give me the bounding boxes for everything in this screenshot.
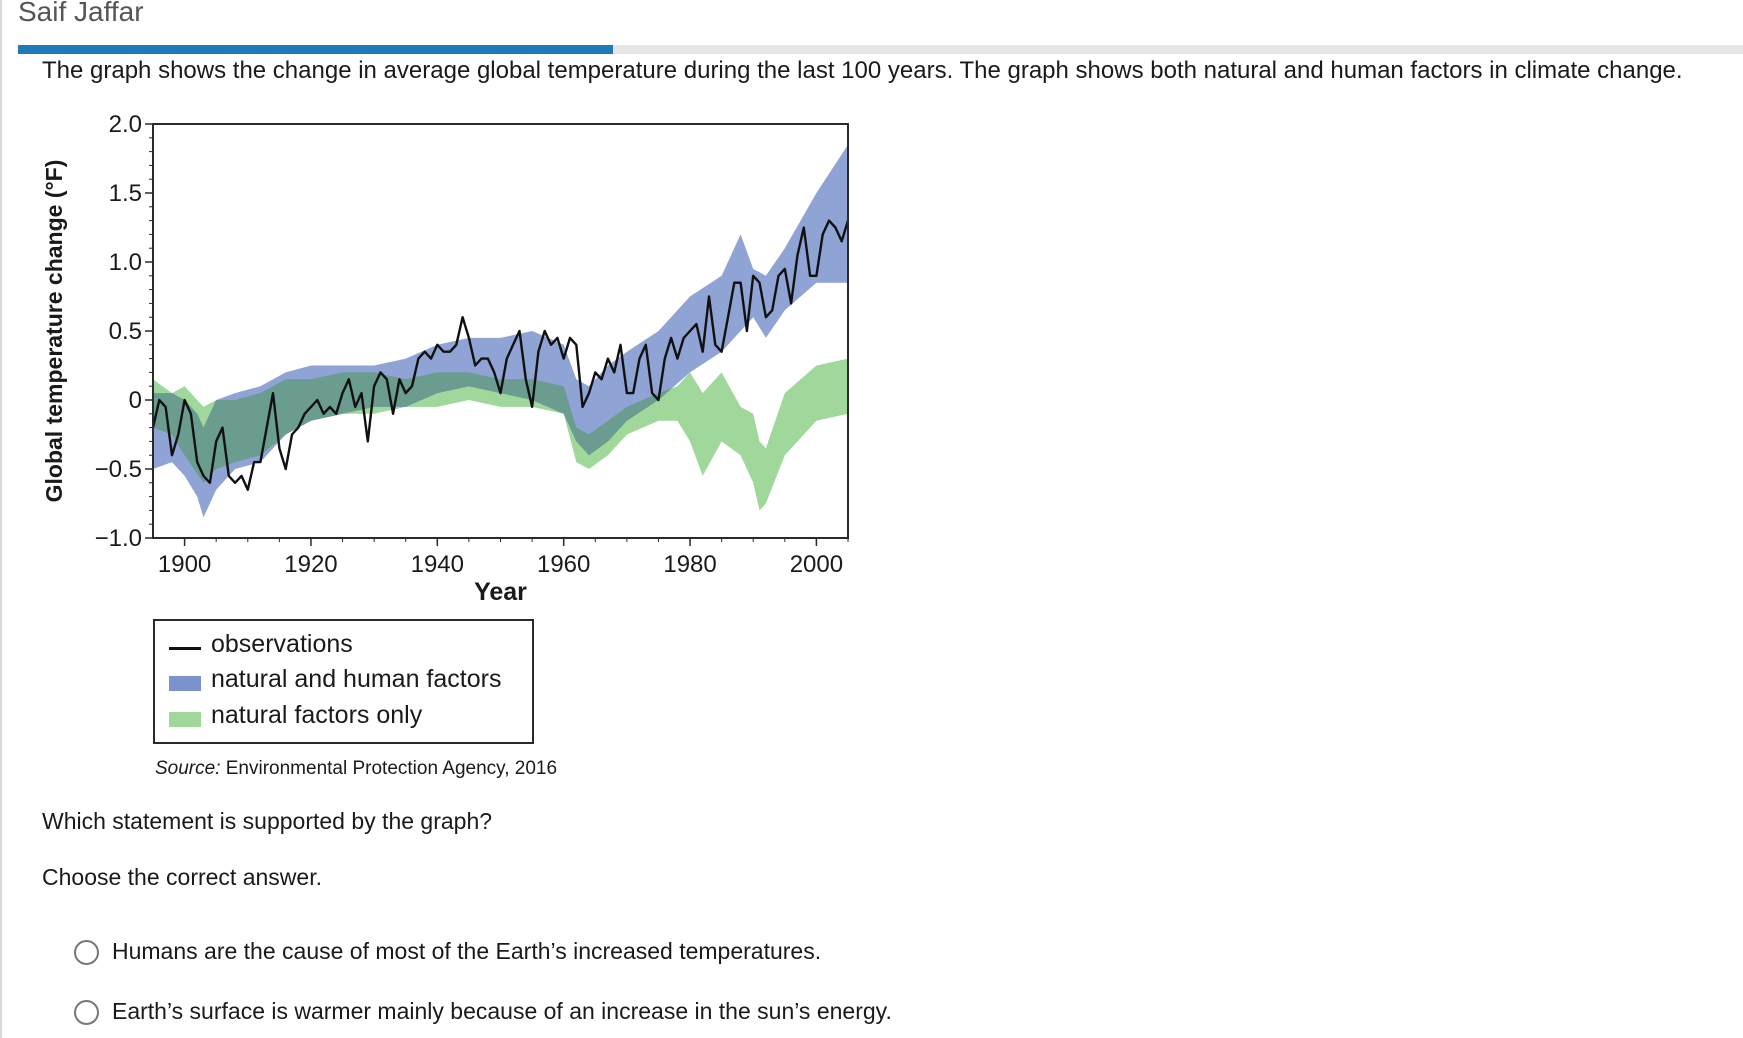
x-tick-label: 1900	[158, 551, 211, 578]
answer-choice-text[interactable]: Humans are the cause of most of the Eart…	[112, 938, 822, 964]
band-overlap	[153, 372, 672, 483]
x-tick-label: 2000	[790, 551, 843, 578]
plot-background	[153, 124, 848, 538]
y-tick-label: −1.0	[95, 525, 142, 552]
y-axis-title: Global temperature change (°F)	[41, 160, 67, 503]
y-tick-label: 1.5	[109, 180, 142, 207]
legend-swatch-natural-and-human	[169, 676, 201, 691]
x-axis-title: Year	[474, 578, 527, 606]
x-tick-label: 1980	[663, 551, 716, 578]
user-name: Saif Jaffar	[18, 0, 144, 27]
source-text: Environmental Protection Agency, 2016	[220, 758, 558, 779]
progress-bar	[18, 45, 1743, 54]
x-tick-label: 1960	[537, 551, 590, 578]
y-tick-label: 0	[129, 387, 142, 414]
chart-source: Source: Environmental Protection Agency,…	[155, 758, 557, 780]
progress-bar-fill	[18, 45, 614, 54]
radio-button[interactable]	[74, 940, 99, 965]
legend-label: natural and human factors	[211, 665, 502, 693]
source-label: Source:	[155, 758, 221, 779]
answer-choice-text[interactable]: Earth’s surface is warmer mainly because…	[112, 998, 892, 1024]
chart-legend: observations natural and human factors n…	[153, 619, 534, 744]
question-text: Which statement is supported by the grap…	[42, 808, 493, 834]
legend-label: natural factors only	[211, 701, 423, 729]
observations-line	[151, 219, 850, 491]
legend-label: observations	[211, 630, 353, 658]
legend-swatch-natural-only	[169, 712, 201, 727]
instruction-text: Choose the correct answer.	[42, 864, 322, 890]
left-border	[0, 0, 2, 1038]
question-prompt: The graph shows the change in average gl…	[42, 57, 1683, 84]
legend-swatch-observations	[169, 647, 201, 650]
x-tick-label: 1940	[411, 551, 464, 578]
temperature-chart: −1.0 −0.5 0 0.5 1.0 1.5 2.0 1900 1920 1940 1960 198…	[41, 111, 850, 606]
radio-button[interactable]	[74, 1000, 99, 1025]
y-tick-label: 0.5	[109, 318, 142, 345]
y-tick-label: −0.5	[95, 456, 142, 483]
y-tick-label: 1.0	[109, 249, 142, 276]
y-tick-label: 2.0	[109, 111, 142, 138]
x-tick-label: 1920	[284, 551, 337, 578]
band-natural-and-human-factors	[153, 144, 848, 518]
